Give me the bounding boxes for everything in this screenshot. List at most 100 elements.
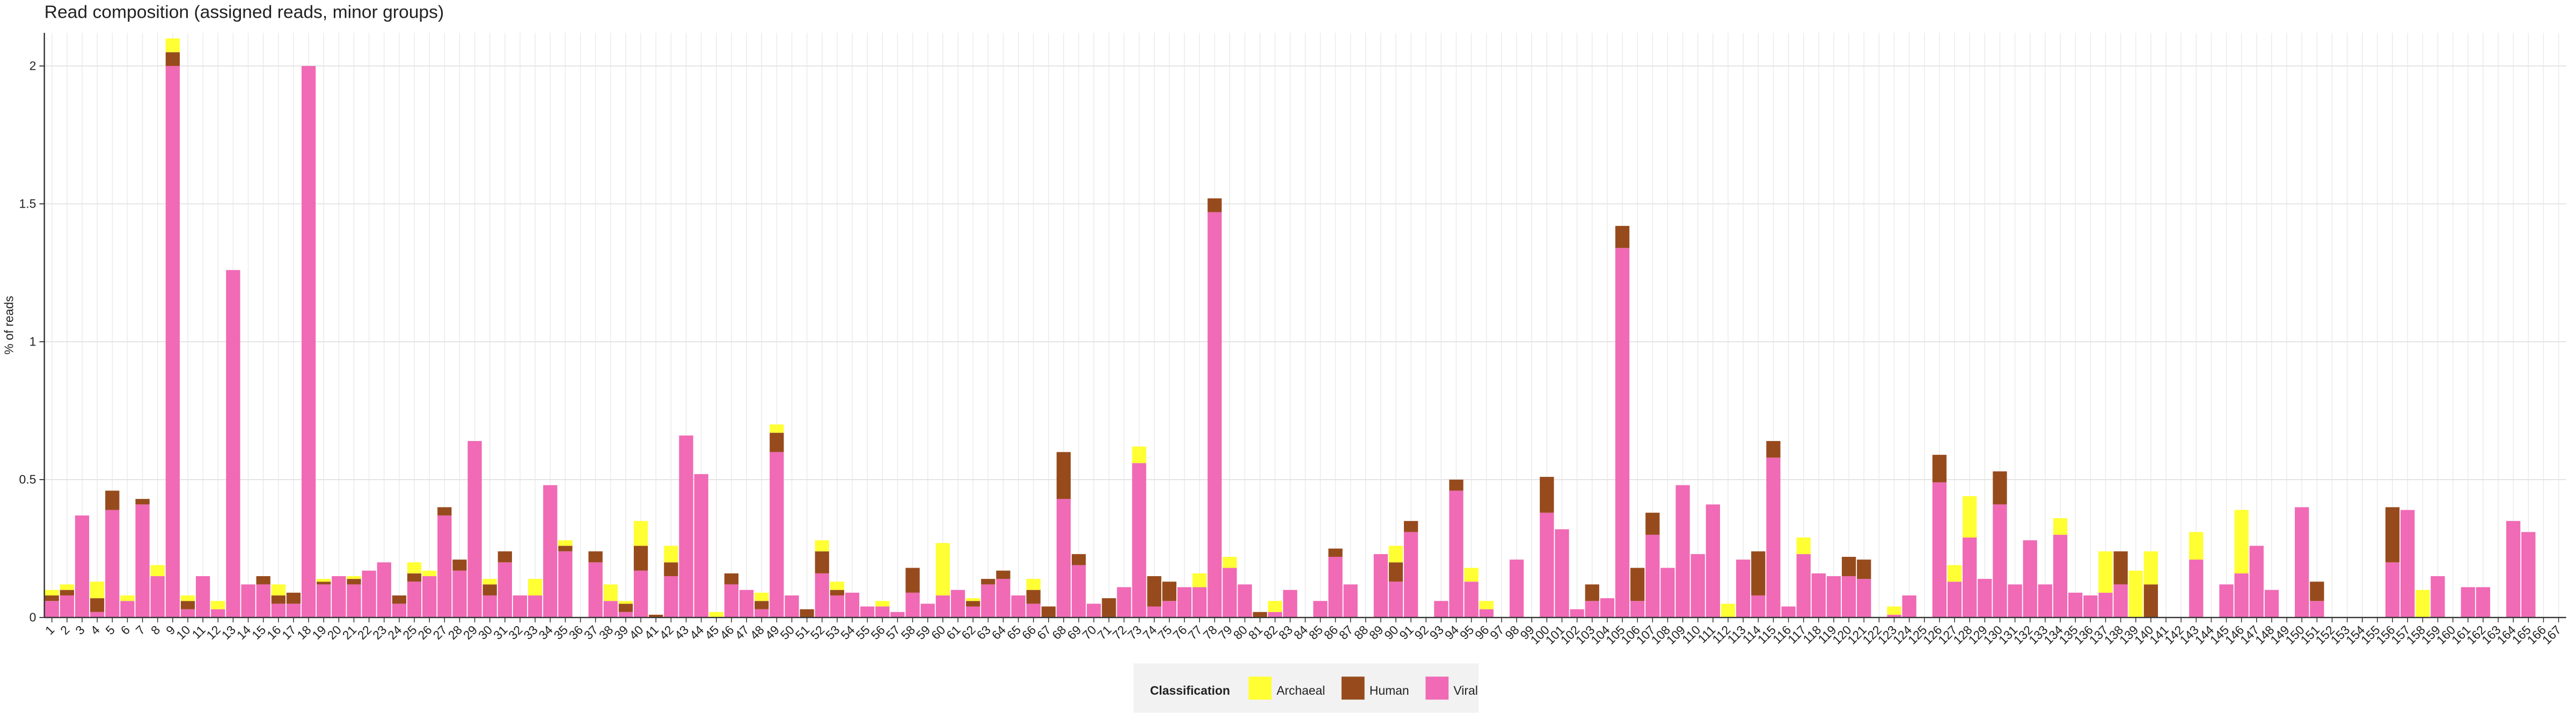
bar-segment bbox=[286, 604, 301, 618]
bar-segment bbox=[739, 590, 754, 618]
legend-swatch bbox=[1425, 676, 1449, 700]
bar-segment bbox=[830, 595, 845, 618]
bar-segment bbox=[2521, 532, 2536, 618]
bar-segment bbox=[2401, 510, 2415, 618]
bar-segment bbox=[2431, 576, 2445, 618]
bar-segment bbox=[1540, 512, 1554, 618]
bar-segment bbox=[150, 565, 165, 576]
bar-segment bbox=[528, 595, 543, 618]
bar-segment bbox=[1766, 441, 1781, 458]
bar-segment bbox=[1162, 601, 1177, 618]
bar-segment bbox=[105, 490, 120, 510]
bar-segment bbox=[543, 485, 558, 618]
bar-segment bbox=[1102, 598, 1116, 618]
bar-segment bbox=[1630, 601, 1645, 618]
bar-segment bbox=[905, 568, 920, 593]
bar-segment bbox=[1721, 604, 1736, 618]
bar-segment bbox=[226, 270, 240, 618]
bar-segment bbox=[770, 432, 784, 452]
bar-segment bbox=[558, 540, 573, 546]
x-tick-label: 7 bbox=[133, 623, 148, 637]
bar-segment bbox=[45, 590, 59, 595]
bar-segment bbox=[482, 595, 497, 618]
bar-segment bbox=[150, 576, 165, 618]
legend-box bbox=[1133, 663, 1479, 713]
bar-segment bbox=[1796, 538, 1811, 554]
bar-segment bbox=[1615, 226, 1630, 248]
bar-segment bbox=[165, 65, 180, 618]
bar-segment bbox=[286, 592, 301, 604]
bar-segment bbox=[1826, 576, 1841, 618]
bar-segment bbox=[165, 52, 180, 66]
bar-segment bbox=[935, 595, 950, 618]
bar-segment bbox=[195, 576, 210, 618]
bar-segment bbox=[120, 601, 135, 618]
bar-segment bbox=[664, 576, 678, 618]
bar-segment bbox=[1993, 504, 2007, 618]
bar-segment bbox=[2189, 560, 2204, 618]
bar-segment bbox=[2008, 584, 2022, 618]
bar-segment bbox=[1192, 587, 1207, 618]
bar-segment bbox=[618, 612, 633, 618]
x-tick-label: 6 bbox=[118, 623, 133, 637]
bar-segment bbox=[45, 601, 59, 618]
bar-segment bbox=[1283, 590, 1298, 618]
bar-segment bbox=[271, 595, 286, 604]
bar-segment bbox=[317, 582, 331, 585]
bar-segment bbox=[1238, 584, 1252, 618]
bar-segment bbox=[950, 590, 965, 618]
bar-segment bbox=[1857, 560, 1871, 579]
bar-segment bbox=[2068, 592, 2083, 618]
bar-segment bbox=[60, 590, 75, 595]
bar-segment bbox=[815, 573, 829, 618]
bar-segment bbox=[1388, 582, 1403, 618]
bar-segment bbox=[1932, 482, 1947, 618]
bar-segment bbox=[800, 609, 814, 618]
bar-segment bbox=[105, 510, 120, 618]
bar-segment bbox=[860, 606, 875, 618]
bar-segment bbox=[2385, 562, 2400, 618]
bar-segment bbox=[60, 595, 75, 618]
bar-segment bbox=[1615, 248, 1630, 618]
bar-segment bbox=[1162, 582, 1177, 601]
bar-segment bbox=[347, 579, 361, 585]
bar-segment bbox=[256, 576, 270, 585]
bar-segment bbox=[1963, 538, 1977, 618]
bar-segment bbox=[90, 582, 105, 599]
bar-segment bbox=[2461, 587, 2475, 618]
bar-segment bbox=[75, 515, 90, 618]
bar-segment bbox=[965, 606, 980, 618]
bar-segment bbox=[1887, 606, 1901, 615]
bar-segment bbox=[935, 543, 950, 595]
bar-segment bbox=[1026, 604, 1041, 618]
bar-segment bbox=[497, 551, 513, 563]
bar-segment bbox=[1585, 584, 1599, 601]
bar-segment bbox=[664, 546, 678, 563]
bar-segment bbox=[1600, 598, 1615, 618]
bar-segment bbox=[2234, 510, 2249, 573]
bar-segment bbox=[664, 562, 678, 576]
bar-segment bbox=[1373, 554, 1388, 618]
bar-segment bbox=[845, 592, 860, 618]
bar-segment bbox=[1464, 568, 1479, 582]
bar-segment bbox=[332, 576, 346, 618]
bar-segment bbox=[1328, 556, 1343, 618]
bar-segment bbox=[1479, 601, 1494, 609]
bar-segment bbox=[1056, 452, 1071, 499]
bar-segment bbox=[317, 579, 331, 582]
bar-segment bbox=[2113, 584, 2128, 618]
bar-segment bbox=[256, 584, 270, 618]
bar-segment bbox=[785, 595, 799, 618]
legend-label: Archaeal bbox=[1277, 683, 1326, 697]
legend-swatch bbox=[1248, 676, 1272, 700]
bar-segment bbox=[830, 590, 845, 595]
bar-segment bbox=[2098, 551, 2113, 593]
bar-segment bbox=[830, 582, 845, 590]
bar-segment bbox=[2295, 507, 2309, 618]
bar-segment bbox=[180, 595, 195, 601]
bar-segment bbox=[135, 499, 150, 505]
bar-segment bbox=[1706, 504, 1721, 618]
bar-segment bbox=[497, 562, 513, 618]
x-tick-label: 8 bbox=[148, 623, 163, 637]
bar-segment bbox=[1766, 457, 1781, 618]
